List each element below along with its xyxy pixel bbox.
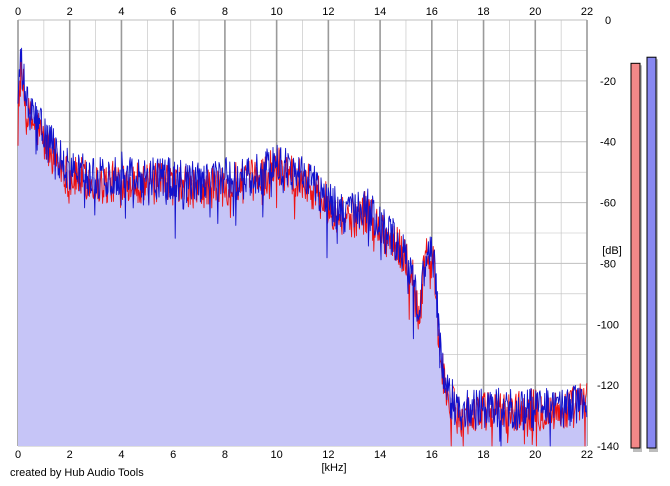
spectrum-line-channel-1	[17, 56, 588, 447]
x-tick-top-label: 4	[118, 6, 124, 18]
x-tick-bottom-label: 0	[15, 449, 21, 461]
y-tick-label: -100	[597, 319, 619, 331]
level-meter-right	[646, 56, 657, 449]
x-tick-top-label: 20	[529, 6, 541, 18]
y-tick-label: -80	[600, 258, 616, 270]
x-tick-bottom-label: 4	[118, 449, 124, 461]
x-tick-bottom-label: 10	[271, 449, 283, 461]
x-tick-top-label: 12	[322, 6, 334, 18]
x-tick-bottom-label: 6	[170, 449, 176, 461]
x-tick-bottom-label: 2	[67, 449, 73, 461]
x-tick-bottom-label: 14	[374, 449, 386, 461]
x-tick-bottom-label: 8	[222, 449, 228, 461]
x-tick-top-label: 22	[581, 6, 593, 18]
x-tick-top-label: 2	[67, 6, 73, 18]
tick-labels: 0 2 4 6 8 10 12 14 16 18 20 22 0 2 4 6 8 10 12 14 16 18 20 22 0 -…	[15, 6, 619, 461]
y-tick-label: 0	[605, 15, 611, 27]
x-tick-bottom-label: 18	[477, 449, 489, 461]
level-meter-left	[630, 62, 641, 449]
x-tick-top-label: 16	[426, 6, 438, 18]
y-tick-label: -140	[597, 441, 619, 453]
x-tick-bottom-label: 12	[322, 449, 334, 461]
y-tick-label: -60	[600, 198, 616, 210]
x-tick-top-label: 0	[15, 6, 21, 18]
x-tick-bottom-label: 20	[529, 449, 541, 461]
x-tick-top-label: 10	[271, 6, 283, 18]
level-meters	[630, 56, 658, 453]
spectrum-fill-layer	[18, 65, 587, 446]
x-axis-label: [kHz]	[321, 462, 346, 474]
x-tick-top-label: 6	[170, 6, 176, 18]
y-tick-label: -20	[600, 76, 616, 88]
y-axis-label: [dB]	[602, 245, 622, 257]
x-tick-bottom-label: 16	[426, 449, 438, 461]
y-tick-label: -120	[597, 380, 619, 392]
spectrum-line-channel-2	[17, 47, 588, 447]
spectrum-lines-layer	[17, 47, 588, 447]
x-tick-top-label: 8	[222, 6, 228, 18]
x-tick-bottom-label: 22	[581, 449, 593, 461]
x-tick-top-label: 18	[477, 6, 489, 18]
footer-credit: created by Hub Audio Tools	[10, 467, 144, 479]
spectrum-fill	[18, 65, 587, 446]
x-tick-top-label: 14	[374, 6, 386, 18]
y-tick-label: -40	[600, 137, 616, 149]
